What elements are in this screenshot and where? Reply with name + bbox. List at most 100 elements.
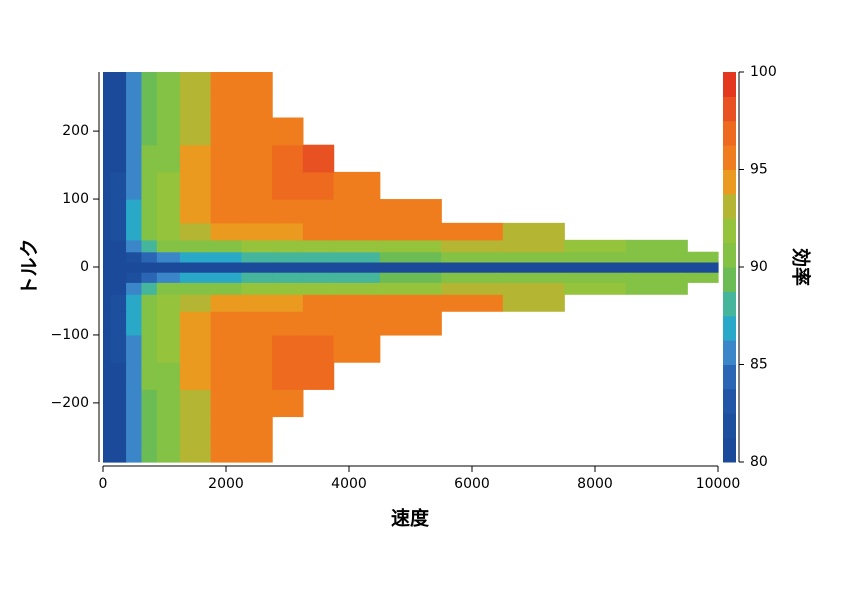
cell — [110, 222, 127, 241]
cell — [179, 251, 212, 263]
cell — [179, 72, 212, 91]
cell — [379, 239, 442, 253]
cell — [141, 294, 158, 312]
colorbar-tick-label: 90 — [750, 259, 768, 275]
cell — [103, 144, 112, 173]
cell — [179, 199, 212, 224]
cell — [110, 362, 127, 390]
colorbar-band — [723, 388, 736, 414]
x-tick-label: 6000 — [454, 476, 490, 492]
cell — [333, 311, 381, 336]
cell — [103, 282, 112, 295]
cell — [302, 282, 335, 295]
cell — [126, 443, 143, 463]
colorbar-band — [723, 291, 736, 317]
cell — [210, 389, 242, 418]
y-tick-label: −200 — [51, 395, 89, 411]
cell — [272, 362, 304, 390]
cell — [210, 239, 242, 253]
cell — [564, 239, 627, 253]
cell — [333, 334, 381, 363]
cell — [502, 272, 565, 283]
cell — [110, 239, 127, 253]
colorbar-band — [723, 96, 736, 122]
x-tick-label: 2000 — [208, 476, 244, 492]
cell — [141, 416, 158, 445]
colorbar-tick-label: 100 — [750, 64, 777, 80]
cell — [272, 251, 304, 263]
cell — [141, 251, 158, 263]
cell — [179, 294, 212, 312]
cell — [179, 443, 212, 463]
cell — [110, 90, 127, 119]
colorbar-band — [723, 242, 736, 268]
colorbar-band — [723, 340, 736, 365]
cell — [333, 272, 381, 283]
cell — [379, 311, 442, 336]
cell — [272, 144, 304, 173]
cell — [272, 171, 304, 200]
cell — [179, 334, 212, 363]
cell — [126, 171, 143, 200]
cell — [126, 239, 143, 253]
cell — [141, 282, 158, 295]
cell — [302, 334, 335, 363]
y-tick-label: 100 — [62, 191, 89, 207]
cell — [210, 416, 242, 445]
cell — [156, 171, 181, 200]
cell — [272, 272, 304, 283]
cell — [179, 416, 212, 445]
cell — [333, 282, 381, 295]
cell — [441, 251, 504, 263]
cell — [210, 251, 242, 263]
cell — [272, 199, 304, 224]
cell — [333, 171, 381, 200]
cell — [156, 443, 181, 463]
cell — [126, 144, 143, 173]
cell — [210, 272, 242, 283]
cell — [110, 389, 127, 418]
cell — [141, 261, 158, 273]
cell — [103, 171, 112, 200]
cell — [126, 272, 143, 283]
cell — [625, 239, 688, 253]
cell — [302, 294, 335, 312]
cell — [502, 239, 565, 253]
cell — [110, 199, 127, 224]
cell — [302, 222, 335, 241]
cell — [441, 222, 504, 241]
cell — [156, 117, 181, 146]
cell — [210, 199, 242, 224]
cell — [210, 90, 242, 119]
cell — [126, 389, 143, 418]
x-tick-label: 4000 — [331, 476, 367, 492]
cell — [126, 282, 143, 295]
cell — [110, 282, 127, 295]
cell — [156, 282, 181, 295]
cell — [210, 311, 242, 336]
colorbar-band — [723, 315, 736, 341]
cell — [210, 294, 242, 312]
cell — [103, 251, 112, 263]
cell — [441, 239, 504, 253]
cell — [156, 294, 181, 312]
cell — [687, 251, 719, 263]
cell — [379, 272, 442, 283]
cell — [179, 272, 212, 283]
cell — [241, 117, 273, 146]
cell — [272, 261, 304, 273]
cell — [103, 222, 112, 241]
cell — [110, 144, 127, 173]
cell — [441, 261, 504, 273]
cell — [103, 199, 112, 224]
cell — [502, 261, 565, 273]
cell — [272, 334, 304, 363]
cell — [502, 251, 565, 263]
cell — [110, 416, 127, 445]
cell — [110, 251, 127, 263]
cell — [179, 389, 212, 418]
colorbar-band — [723, 145, 736, 170]
cell — [441, 272, 504, 283]
cell — [302, 261, 335, 273]
